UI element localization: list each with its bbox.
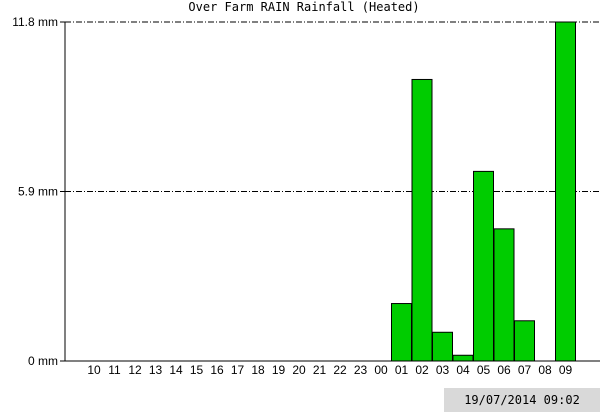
y-tick-label-1: 5.9 mm [18,185,58,199]
x-tick-label-00: 00 [374,363,388,377]
x-tick-label-21: 21 [313,363,327,377]
bar-06 [493,228,515,362]
y-tick-label-2: 11.8 mm [12,15,58,29]
x-tick-label-23: 23 [354,363,368,377]
bar-09 [555,21,576,362]
x-tick-label-01: 01 [395,363,409,377]
gridlines [65,21,600,192]
x-tick-label-08: 08 [538,363,552,377]
x-tick-label-12: 12 [128,363,142,377]
x-tick-label-07: 07 [518,363,532,377]
bar-05 [473,170,494,362]
x-tick-label-18: 18 [251,363,265,377]
bar-02 [411,78,433,362]
x-tick-label-13: 13 [149,363,163,377]
x-tick-label-10: 10 [87,363,101,377]
bar-01 [391,303,412,362]
bar-03 [432,331,453,362]
x-tick-label-15: 15 [190,363,204,377]
x-tick-label-14: 14 [169,363,183,377]
bar-04 [452,354,474,362]
y-tick-label-0: 0 mm [28,354,58,368]
bar-07 [514,320,535,362]
x-tick-label-02: 02 [415,363,429,377]
x-tick-label-06: 06 [497,363,511,377]
x-tick-label-09: 09 [559,363,573,377]
x-tick-label-20: 20 [292,363,306,377]
x-tick-labels: 10 11 12 13 14 15 16 17 18 19 20 21 22 23 00 01 02 03 04 05… [87,363,572,377]
y-tick-labels: 0 mm 5.9 mm 11.8 mm [12,15,65,368]
bars [391,21,576,362]
x-tick-label-16: 16 [210,363,224,377]
x-tick-label-19: 19 [272,363,286,377]
x-tick-label-03: 03 [436,363,450,377]
x-tick-label-11: 11 [108,363,121,377]
x-tick-label-17: 17 [231,363,245,377]
x-tick-label-22: 22 [333,363,347,377]
x-tick-label-05: 05 [477,363,491,377]
timestamp-label: 19/07/2014 09:02 [464,393,580,407]
chart-title: Over Farm RAIN Rainfall (Heated) [188,0,419,14]
x-tick-label-04: 04 [456,363,470,377]
timestamp-box: 19/07/2014 09:02 [444,388,600,412]
